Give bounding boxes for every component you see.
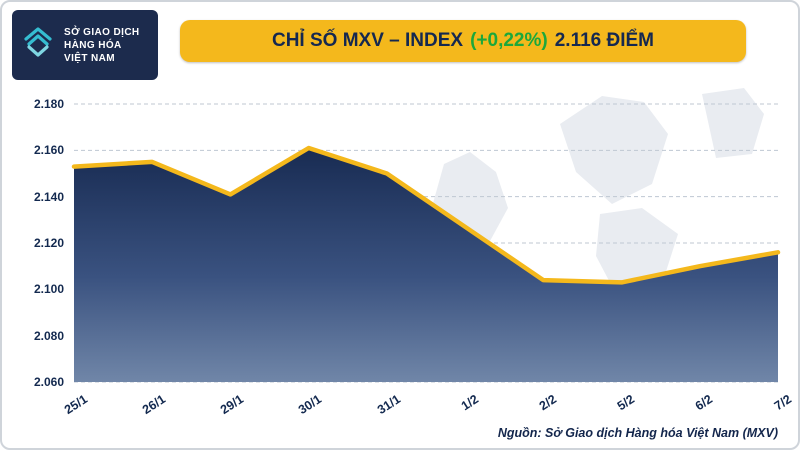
- y-tick-label: 2.060: [33, 375, 64, 389]
- logo-line-3: VIỆT NAM: [64, 52, 115, 64]
- mxv-logo-text: SỞ GIAO DỊCH HÀNG HÓA VIỆT NAM: [64, 26, 140, 65]
- y-tick-label: 2.160: [33, 143, 64, 158]
- y-tick-label: 2.180: [33, 97, 64, 111]
- world-map-watermark: [702, 88, 764, 158]
- y-tick-label: 2.120: [33, 236, 64, 250]
- y-tick-label: 2.100: [33, 282, 64, 297]
- index-line: [71, 145, 781, 285]
- area-fill: [74, 148, 778, 382]
- chart-title-main: CHỈ SỐ MXV – INDEX: [271, 30, 464, 51]
- chart-title-change: (+0,22%): [470, 30, 548, 51]
- mxv-logo-icon: [20, 25, 56, 66]
- world-map-watermark: [596, 208, 678, 294]
- y-tick-label: 2.080: [33, 328, 64, 343]
- y-tick-label: 2.140: [33, 189, 64, 204]
- logo-line-2: HÀNG HÓA: [64, 39, 122, 51]
- chart-title-banner: CHỈ SỐ MXV – INDEX (+0,22%) 2.116 ĐIỂM: [180, 20, 746, 62]
- source-note: Nguồn: Sở Giao dịch Hàng hóa Việt Nam (M…: [497, 426, 778, 440]
- logo-line-1: SỞ GIAO DỊCH: [64, 26, 140, 38]
- chart-title-value: 2.116 ĐIỂM: [554, 30, 654, 51]
- mxv-logo: SỞ GIAO DỊCH HÀNG HÓA VIỆT NAM: [12, 10, 158, 80]
